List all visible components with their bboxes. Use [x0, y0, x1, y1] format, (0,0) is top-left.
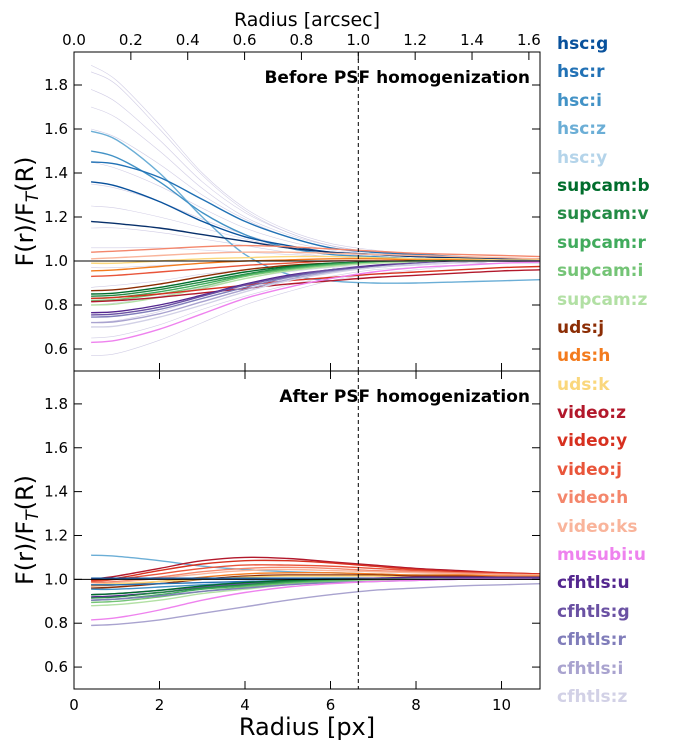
x-tick-label: 6	[326, 696, 336, 714]
legend-entry-uds-h: uds:h	[557, 346, 611, 367]
curve-video-ks	[91, 251, 540, 260]
y-tick-label: 1.4	[44, 164, 68, 182]
legend-entry-cfhtls-u: cfhtls:u	[557, 573, 630, 594]
legend-entry-hsc-z: hsc:z	[557, 119, 606, 140]
curve-hsc-y	[91, 220, 540, 260]
curve-video-y	[91, 559, 540, 582]
legend-entry-cfhtls-r: cfhtls:r	[557, 630, 626, 651]
top-tick-label: 1.6	[517, 31, 541, 49]
legend-entry-hsc-r: hsc:r	[557, 62, 605, 83]
legend-entry-video-z: video:z	[557, 403, 626, 424]
top-tick-label: 0.8	[290, 31, 314, 49]
legend-entry-supcam-b: supcam:b	[557, 175, 650, 196]
legend-entry-uds-j: uds:j	[557, 317, 605, 338]
top-tick-label: 1.0	[346, 31, 370, 49]
legend-entry-video-h: video:h	[557, 488, 629, 509]
legend-entry-supcam-v: supcam:v	[557, 204, 649, 225]
plot-area	[74, 52, 540, 371]
legend-entry-cfhtls-g: cfhtls:g	[557, 601, 630, 622]
axes-frame	[73, 51, 541, 372]
panel-1: 0.6 0.8 1.0 1.2 1.4 1.6 1.8 0.0 0.2 0.4 0.6 0.8 1.0 1…	[11, 31, 541, 379]
curve-musubi-u	[91, 261, 540, 344]
legend-entry-musubi-u: musubi:u	[557, 545, 646, 566]
y-tick-label: 1.0	[44, 570, 68, 588]
legend-entry-supcam-i: supcam:i	[557, 261, 644, 282]
curve-uds-h	[91, 257, 540, 272]
curve-cfhtls-i	[91, 583, 540, 627]
x-tick-label: 8	[411, 696, 421, 714]
legend-entry-supcam-r: supcam:r	[557, 232, 646, 253]
x-tick-label: 0	[69, 696, 79, 714]
y-tick-label: 1.4	[44, 483, 68, 501]
y-tick-label: 1.6	[44, 439, 68, 457]
curve-supcam-z	[91, 260, 540, 306]
top-tick-label: 0.6	[233, 31, 257, 49]
curve-video-z	[91, 556, 540, 580]
curve-video-h	[91, 244, 540, 258]
y-axis-label: F(r)/FT(R)	[11, 156, 43, 266]
x-tick-label: 10	[492, 696, 511, 714]
y-tick-label: 1.8	[44, 76, 68, 94]
panel-title: Before PSF homogenization	[264, 68, 530, 88]
x-tick-label: 4	[240, 696, 250, 714]
y-tick-label: 1.0	[44, 252, 68, 270]
panel-title: After PSF homogenization	[279, 387, 530, 407]
legend-entry-supcam-z: supcam:z	[557, 289, 648, 310]
legend-entry-uds-k: uds:k	[557, 374, 610, 395]
faint-curve	[90, 71, 540, 262]
top-tick-label: 0.2	[119, 31, 143, 49]
y-tick-label: 1.6	[44, 120, 68, 138]
y-tick-label: 1.2	[44, 208, 68, 226]
y-tick-label: 1.2	[44, 526, 68, 544]
legend: hsc:g hsc:r hsc:i hsc:z hsc:y supcam:b supcam:…	[557, 32, 650, 713]
top-axis-label: Radius [arcsec]	[234, 9, 380, 31]
legend-entry-cfhtls-i: cfhtls:i	[557, 658, 624, 679]
faint-curve	[90, 106, 540, 262]
axes-frame	[73, 370, 541, 690]
faint-curve	[90, 89, 540, 262]
legend-entry-cfhtls-z: cfhtls:z	[557, 686, 628, 707]
top-tick-label: 0.0	[62, 31, 86, 49]
y-tick-label: 0.8	[44, 614, 68, 632]
y-tick-label: 0.6	[44, 340, 68, 358]
curve-video-y	[91, 265, 540, 300]
curve-cfhtls-z	[91, 260, 540, 328]
y-tick-label: 1.8	[44, 395, 68, 413]
top-tick-label: 1.4	[460, 31, 484, 49]
legend-entry-hsc-y: hsc:y	[557, 147, 608, 168]
panel-2: 0.6 0.8 1.0 1.2 1.4 1.6 1.8 0 2 4 6 8 10 After PSF ho…	[11, 370, 541, 714]
x-tick-label: 2	[155, 696, 165, 714]
legend-entry-hsc-g: hsc:g	[557, 34, 609, 54]
legend-entry-video-y: video:y	[557, 431, 628, 452]
y-axis-label: F(r)/FT(R)	[11, 475, 43, 585]
legend-entry-video-ks: video:ks	[557, 516, 638, 537]
faint-curve	[91, 128, 540, 262]
x-axis-label: Radius [px]	[239, 713, 375, 741]
y-tick-label: 0.8	[44, 296, 68, 314]
legend-entry-video-j: video:j	[557, 459, 622, 480]
top-tick-label: 1.2	[403, 31, 427, 49]
curve-hsc-r	[91, 161, 540, 260]
top-tick-label: 0.4	[176, 31, 200, 49]
y-tick-label: 0.6	[44, 658, 68, 676]
plot-area	[74, 371, 540, 689]
legend-entry-hsc-i: hsc:i	[557, 90, 602, 111]
faint-curve	[90, 64, 540, 260]
